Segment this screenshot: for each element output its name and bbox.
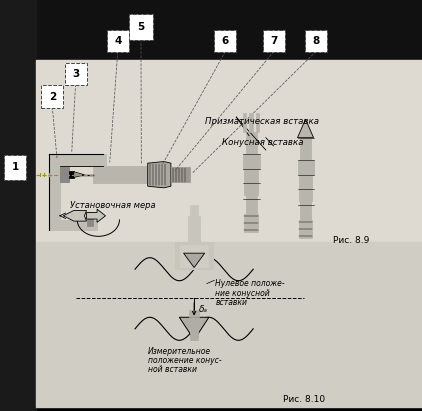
Text: δₐ: δₐ <box>199 305 208 314</box>
Bar <box>299 220 312 238</box>
Text: Конусная вставка: Конусная вставка <box>222 138 303 147</box>
Text: Нулевое положе-: Нулевое положе- <box>215 279 285 289</box>
Bar <box>299 175 312 201</box>
Polygon shape <box>184 253 205 268</box>
Bar <box>69 171 74 178</box>
FancyBboxPatch shape <box>129 14 153 40</box>
Polygon shape <box>74 172 84 178</box>
Text: 7: 7 <box>270 36 278 46</box>
Text: положение конус-: положение конус- <box>148 356 221 365</box>
Text: 6: 6 <box>222 36 229 46</box>
Bar <box>244 169 258 195</box>
Text: ние конусной: ние конусной <box>215 289 270 298</box>
Polygon shape <box>179 317 209 340</box>
FancyBboxPatch shape <box>214 30 236 52</box>
Text: 5: 5 <box>137 22 145 32</box>
Bar <box>256 113 259 132</box>
Bar <box>300 201 311 220</box>
Text: 3: 3 <box>72 69 79 79</box>
Polygon shape <box>63 210 87 221</box>
Bar <box>243 113 246 132</box>
Bar <box>36 242 422 407</box>
Bar <box>246 195 257 214</box>
Polygon shape <box>148 162 171 188</box>
Bar <box>246 132 257 154</box>
Bar <box>300 138 311 160</box>
Bar <box>36 60 422 242</box>
Bar <box>171 167 190 182</box>
Text: 8: 8 <box>312 36 320 46</box>
Polygon shape <box>298 119 314 138</box>
Text: ной вставки: ной вставки <box>148 365 197 374</box>
Bar <box>188 216 200 242</box>
Bar <box>189 310 199 317</box>
Text: 2: 2 <box>49 92 56 102</box>
Bar <box>244 214 258 232</box>
Bar <box>93 166 148 183</box>
Text: 4: 4 <box>114 36 122 46</box>
Bar <box>249 113 253 132</box>
Polygon shape <box>87 209 106 222</box>
Text: Призматическая вставка: Призматическая вставка <box>205 117 319 126</box>
Bar <box>190 206 198 216</box>
FancyBboxPatch shape <box>65 63 87 85</box>
Bar <box>181 267 208 288</box>
Bar <box>180 245 208 267</box>
Text: 1: 1 <box>11 162 19 173</box>
Bar <box>49 154 106 166</box>
Bar <box>49 220 97 230</box>
Text: Установочная мера: Установочная мера <box>70 201 155 210</box>
Bar <box>0 0 422 60</box>
FancyBboxPatch shape <box>305 30 327 52</box>
Bar <box>175 242 213 269</box>
Text: Рис. 8.9: Рис. 8.9 <box>333 236 370 245</box>
Text: Измерительное: Измерительное <box>148 347 211 356</box>
FancyBboxPatch shape <box>107 30 129 52</box>
Bar <box>298 160 314 175</box>
Bar <box>0 0 36 411</box>
Text: Рис. 8.10: Рис. 8.10 <box>283 395 325 404</box>
Bar <box>49 162 60 222</box>
FancyBboxPatch shape <box>41 85 63 108</box>
Bar <box>243 154 260 169</box>
FancyBboxPatch shape <box>4 155 26 180</box>
FancyBboxPatch shape <box>263 30 285 52</box>
Bar <box>60 167 69 182</box>
Bar <box>87 212 93 226</box>
Bar <box>190 330 198 340</box>
Text: вставки: вставки <box>215 298 247 307</box>
